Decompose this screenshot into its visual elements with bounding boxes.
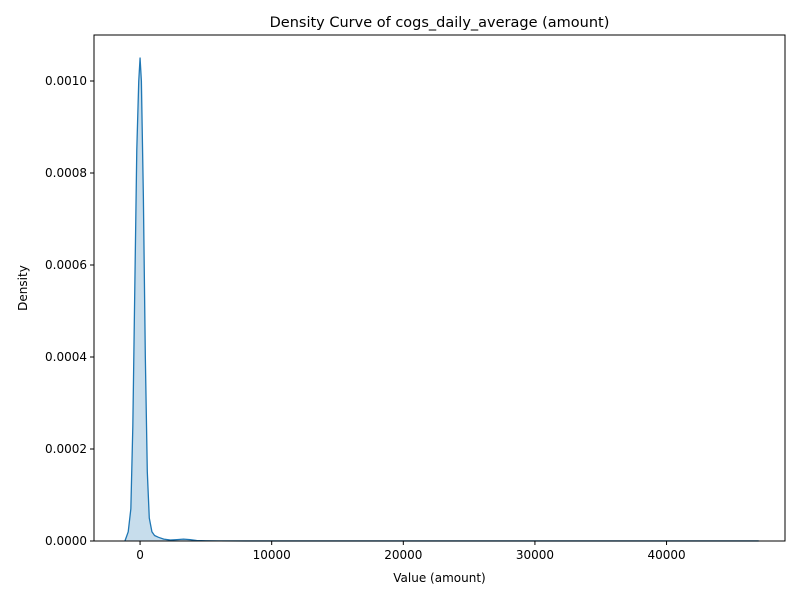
x-tick-label: 0 [136,548,144,562]
y-tick-label: 0.0008 [45,166,87,180]
x-tick-label: 40000 [647,548,685,562]
x-tick-label: 30000 [516,548,554,562]
y-axis: 0.0000 0.0002 0.0004 0.0006 0.0008 0.0010 [45,74,94,548]
y-axis-label: Density [16,265,30,311]
axes-frame [93,34,786,542]
x-axis-label: Value (amount) [393,571,485,585]
x-tick-label: 20000 [384,548,422,562]
y-tick-label: 0.0002 [45,442,87,456]
x-tick-label: 10000 [253,548,291,562]
y-tick-label: 0.0006 [45,258,87,272]
y-tick-label: 0.0000 [45,534,87,548]
y-tick-label: 0.0004 [45,350,87,364]
chart-title: Density Curve of cogs_daily_average (amo… [270,15,610,31]
y-tick-label: 0.0010 [45,74,87,88]
x-axis: 0 10000 20000 30000 40000 [136,541,686,562]
